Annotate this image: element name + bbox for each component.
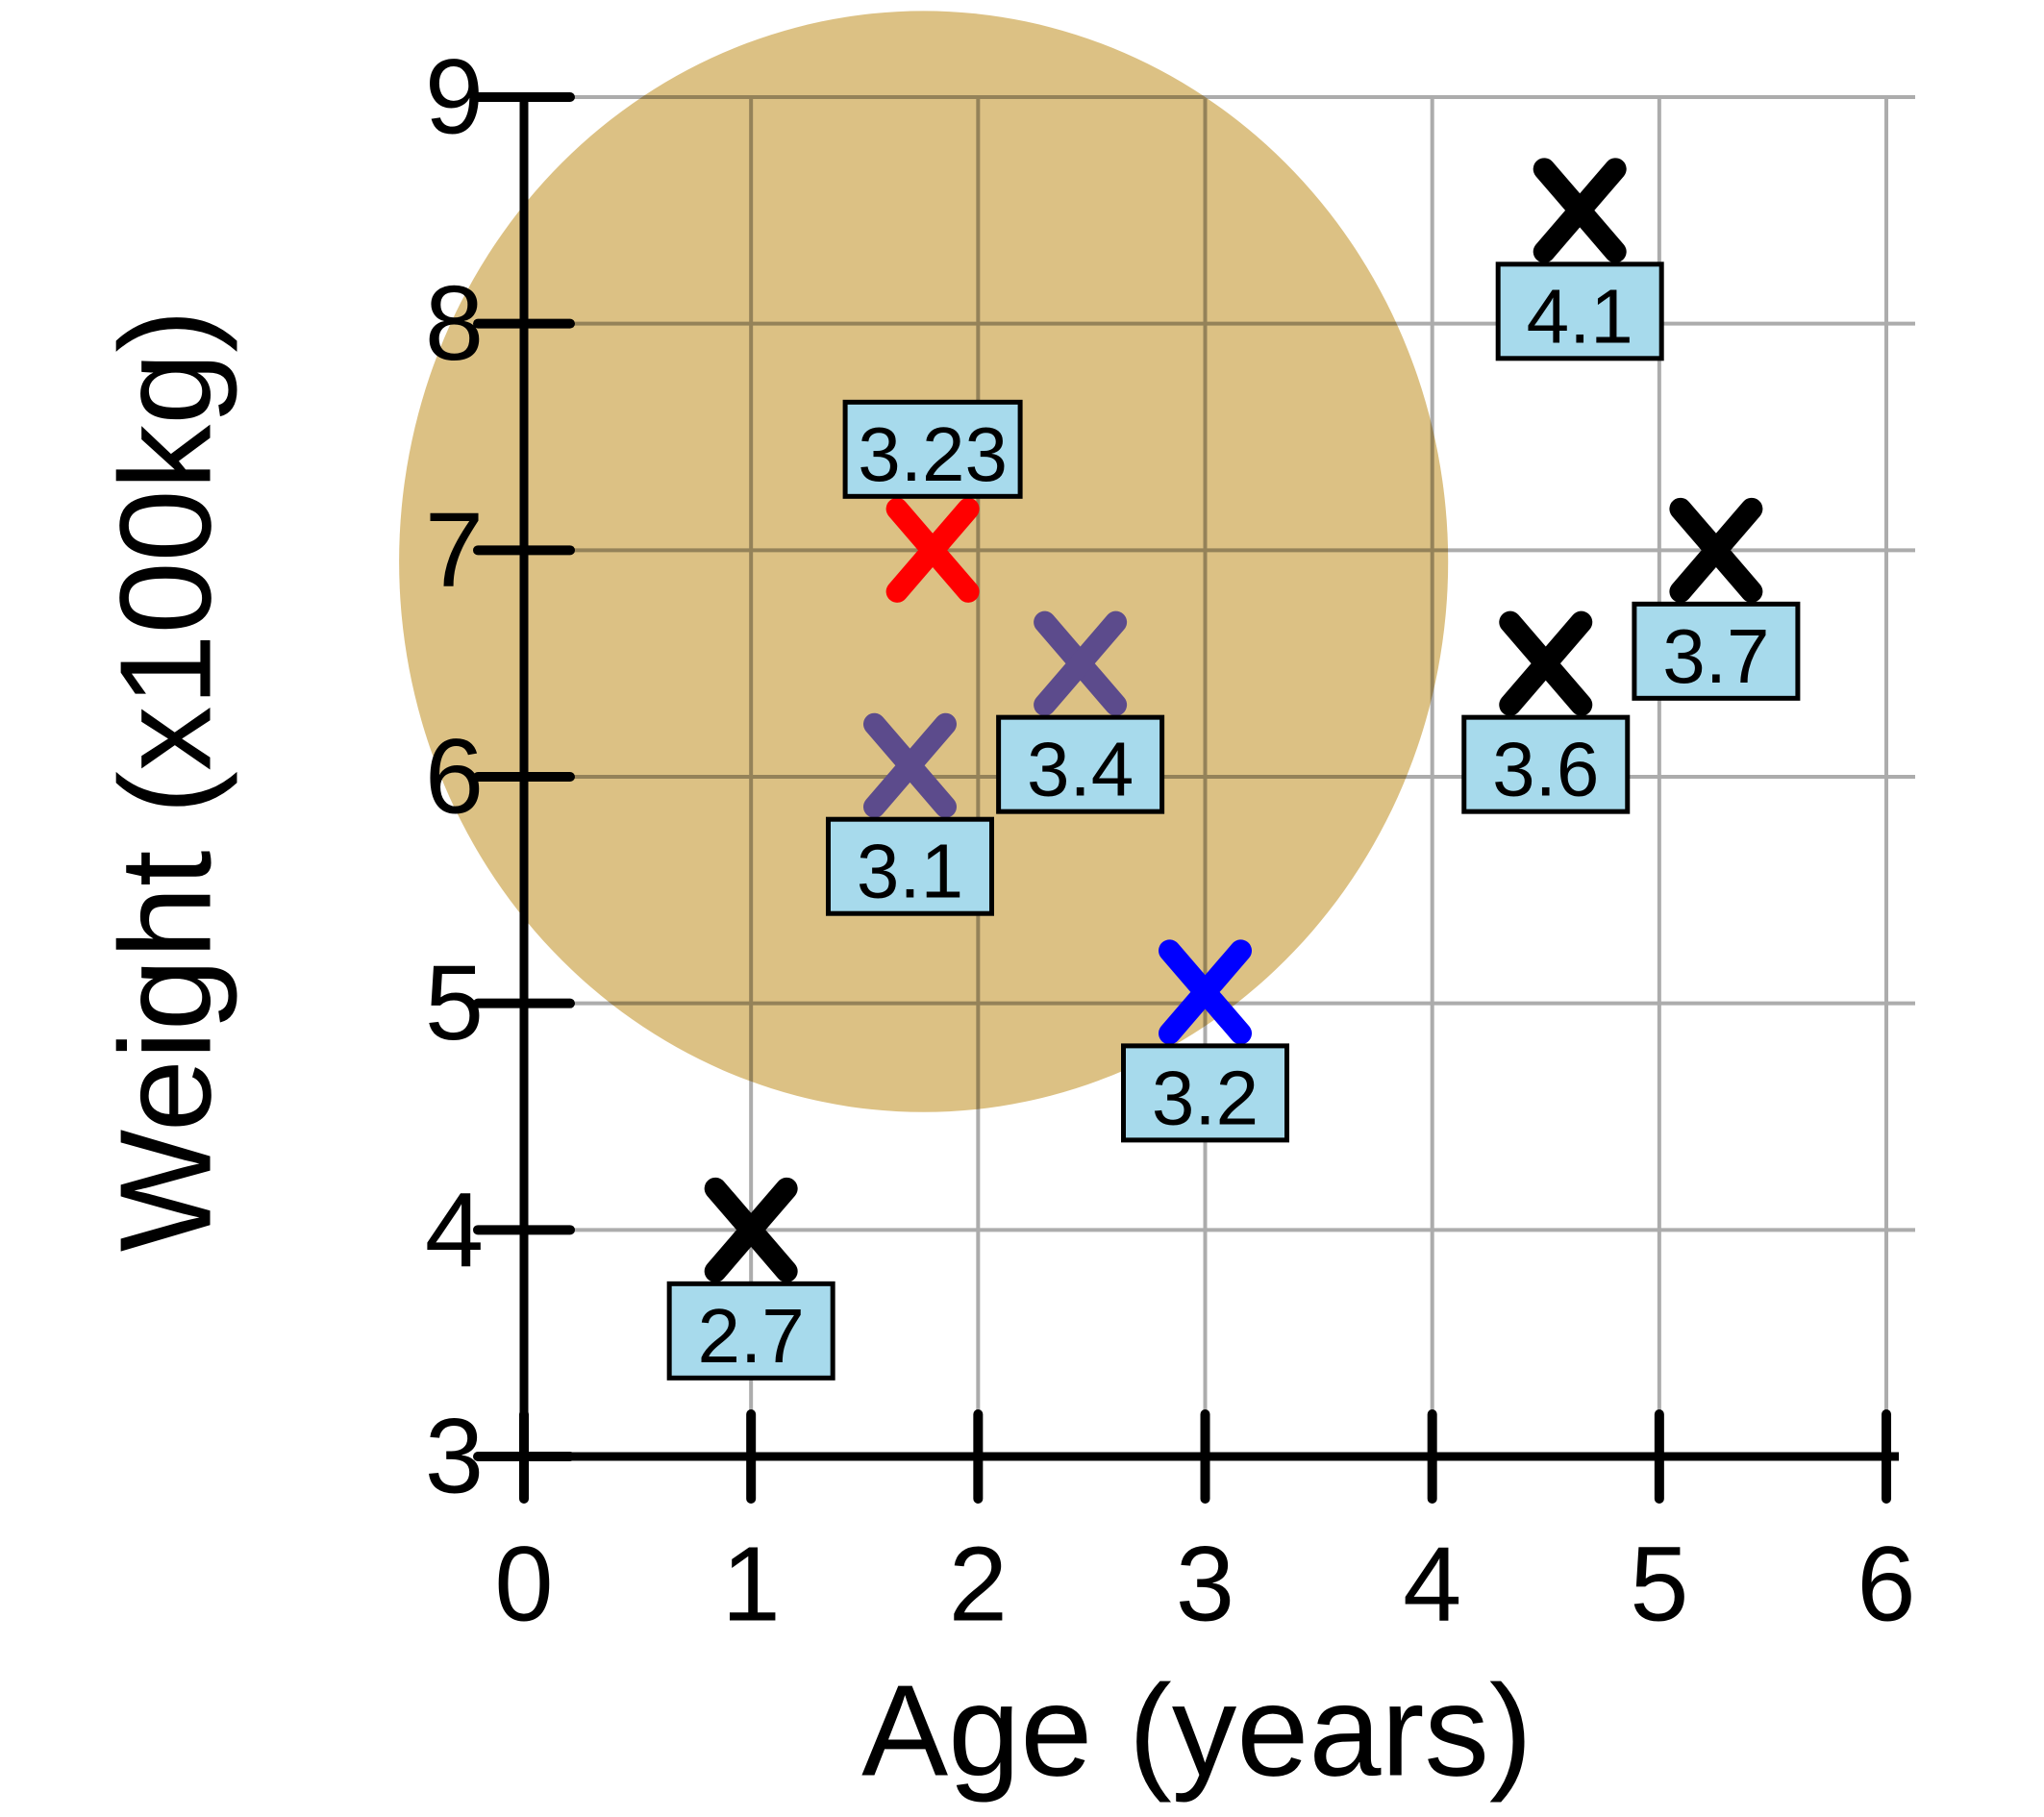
x-marker (885, 497, 980, 603)
point-value-label: 3.1 (857, 829, 963, 914)
point-value-label-box (1495, 261, 1664, 361)
point-value-label-box (996, 714, 1165, 814)
x-marker-stroke (1533, 158, 1627, 263)
x-marker (1669, 497, 1763, 603)
x-marker (1499, 610, 1593, 716)
y-tick-label: 5 (425, 944, 484, 1062)
x-tick-label: 4 (1403, 1526, 1461, 1644)
x-marker (1034, 610, 1128, 716)
x-marker (1533, 158, 1627, 263)
point-value-label: 2.7 (698, 1293, 805, 1379)
x-marker-stroke (1034, 610, 1128, 716)
x-tick-label: 0 (494, 1526, 553, 1644)
point-value-label: 3.4 (1027, 727, 1134, 812)
x-marker (1159, 939, 1253, 1045)
x-marker-stroke (862, 712, 957, 818)
y-axis-title: Weight (x100kg) (93, 310, 238, 1252)
x-marker-stroke (885, 497, 980, 603)
x-tick-label: 2 (949, 1526, 1008, 1644)
x-marker-stroke (704, 1177, 798, 1282)
point-value-label-box (825, 816, 994, 916)
point-value-label: 3.2 (1152, 1055, 1259, 1140)
x-marker-stroke (1499, 610, 1593, 716)
x-marker (862, 712, 957, 818)
x-marker-stroke (1159, 939, 1253, 1045)
x-tick-label: 5 (1630, 1526, 1688, 1644)
point-value-label: 3.23 (858, 411, 1008, 497)
y-tick-label: 4 (425, 1171, 484, 1289)
x-marker (704, 1177, 798, 1282)
point-value-label-box (1461, 714, 1631, 814)
y-tick-label: 9 (425, 37, 484, 156)
y-tick-label: 3 (425, 1398, 484, 1516)
point-value-label: 3.7 (1662, 613, 1769, 699)
x-tick-label: 1 (722, 1526, 781, 1644)
point-value-label-box (666, 1281, 835, 1381)
point-value-label: 4.1 (1527, 273, 1633, 359)
point-value-label-box (1121, 1043, 1290, 1143)
point-value-label-box (1632, 601, 1801, 701)
x-marker-stroke (1669, 497, 1763, 603)
x-tick-label: 6 (1857, 1526, 1915, 1644)
point-value-label: 3.6 (1492, 727, 1599, 812)
point-value-label-box (842, 399, 1023, 499)
x-tick-label: 3 (1176, 1526, 1234, 1644)
x-axis-title: Age (years) (861, 1658, 1533, 1804)
